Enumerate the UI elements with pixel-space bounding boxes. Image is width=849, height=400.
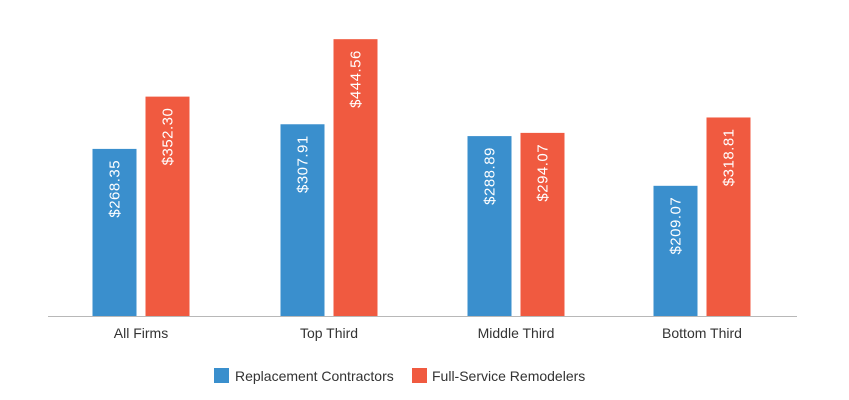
data-label-full-service-remodelers-all-firms: $352.30 <box>160 108 177 166</box>
bar-full-service-remodelers-all-firms <box>145 96 190 316</box>
bar-replacement-contractors-middle-third <box>467 136 512 316</box>
bar-replacement-contractors-top-third <box>280 124 325 317</box>
category-label-all-firms: All Firms <box>114 325 168 341</box>
legend-swatch-full-service-remodelers <box>412 368 427 383</box>
category-label-bottom-third: Bottom Third <box>662 325 742 341</box>
legend-swatch-replacement-contractors <box>214 368 229 383</box>
category-label-top-third: Top Third <box>300 325 358 341</box>
bar-replacement-contractors-bottom-third <box>653 185 698 316</box>
legend-label-full-service-remodelers: Full-Service Remodelers <box>432 368 585 384</box>
data-label-replacement-contractors-bottom-third: $209.07 <box>668 197 685 255</box>
data-label-replacement-contractors-top-third: $307.91 <box>295 135 312 193</box>
bar-full-service-remodelers-bottom-third <box>706 117 751 316</box>
bars-group <box>92 39 751 317</box>
data-label-full-service-remodelers-middle-third: $294.07 <box>535 144 552 202</box>
bar-replacement-contractors-all-firms <box>92 148 137 316</box>
legend: Replacement Contractors Full-Service Remo… <box>214 368 585 384</box>
data-label-full-service-remodelers-bottom-third: $318.81 <box>721 128 738 186</box>
data-label-replacement-contractors-all-firms: $268.35 <box>107 160 124 218</box>
data-label-full-service-remodelers-top-third: $444.56 <box>348 50 365 108</box>
bar-full-service-remodelers-middle-third <box>520 132 565 316</box>
legend-label-replacement-contractors: Replacement Contractors <box>235 368 394 384</box>
data-label-replacement-contractors-middle-third: $288.89 <box>482 147 499 205</box>
bar-full-service-remodelers-top-third <box>333 39 378 317</box>
data-labels-group: $268.35 $352.30 $307.91 $444.56 $288.89 $294.… <box>107 50 738 254</box>
category-label-middle-third: Middle Third <box>478 325 555 341</box>
